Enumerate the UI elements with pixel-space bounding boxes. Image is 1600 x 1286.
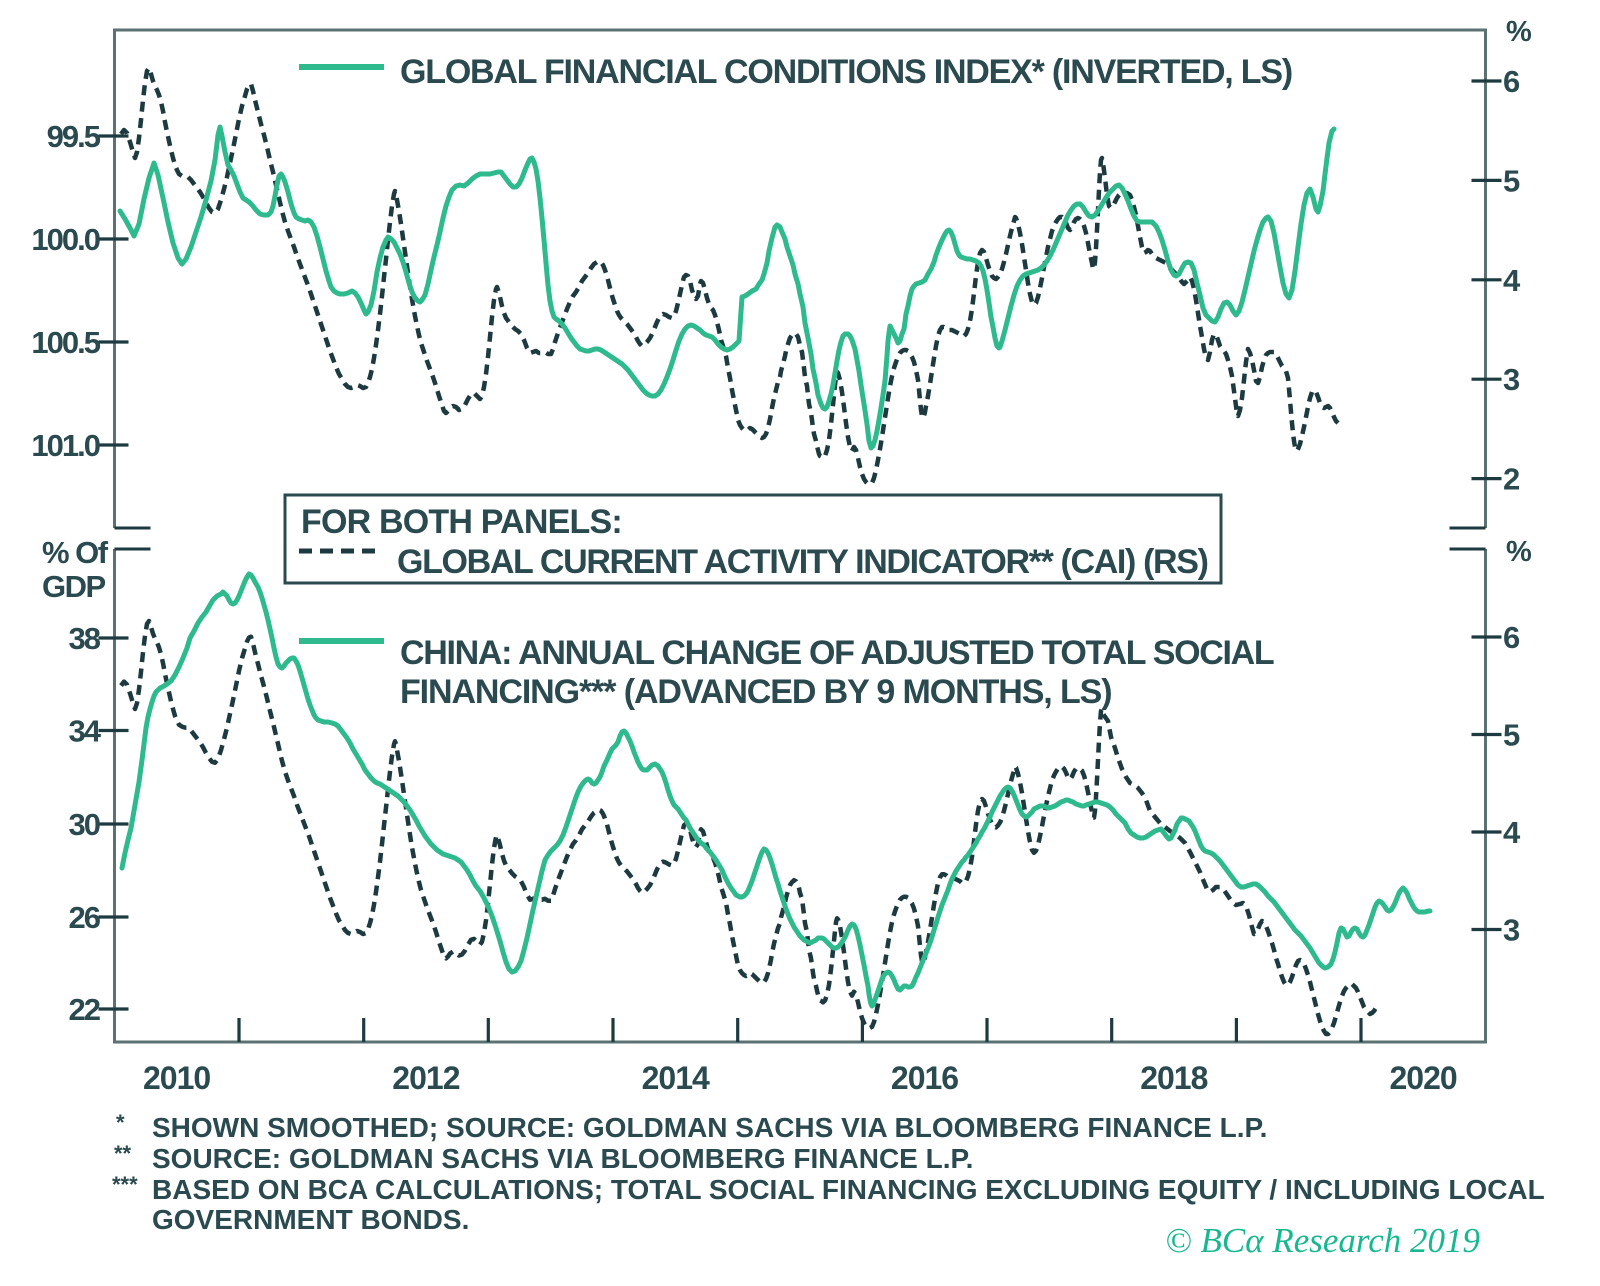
svg-text:%: %	[1506, 16, 1532, 48]
svg-text:%: %	[1506, 536, 1532, 568]
svg-text:3: 3	[1503, 913, 1520, 948]
svg-text:2: 2	[1503, 462, 1520, 497]
svg-text:*: *	[116, 1110, 125, 1135]
svg-text:100.5: 100.5	[31, 325, 100, 360]
svg-text:5: 5	[1503, 718, 1520, 753]
svg-text:2014: 2014	[642, 1060, 710, 1096]
svg-text:3: 3	[1503, 362, 1520, 397]
svg-text:GDP: GDP	[42, 569, 106, 604]
svg-text:22: 22	[69, 992, 100, 1027]
svg-text:**: **	[114, 1141, 132, 1166]
svg-text:SOURCE: GOLDMAN SACHS VIA BLOO: SOURCE: GOLDMAN SACHS VIA BLOOMBERG FINA…	[152, 1143, 973, 1174]
svg-text:GLOBAL CURRENT ACTIVITY INDICA: GLOBAL CURRENT ACTIVITY INDICATOR** (CAI…	[397, 543, 1208, 581]
svg-text:2016: 2016	[891, 1060, 958, 1096]
svg-text:100.0: 100.0	[31, 222, 99, 257]
svg-text:6: 6	[1503, 620, 1520, 655]
svg-text:2012: 2012	[392, 1060, 459, 1096]
svg-text:2020: 2020	[1390, 1060, 1457, 1096]
svg-text:99.5: 99.5	[47, 119, 101, 154]
svg-text:FINANCING*** (ADVANCED BY 9 MO: FINANCING*** (ADVANCED BY 9 MONTHS, LS)	[400, 673, 1111, 711]
svg-text:5: 5	[1503, 163, 1520, 198]
svg-text:6: 6	[1503, 64, 1520, 99]
svg-text:GOVERNMENT BONDS.: GOVERNMENT BONDS.	[152, 1204, 469, 1235]
svg-text:101.0: 101.0	[31, 428, 99, 463]
svg-text:38: 38	[69, 621, 101, 656]
svg-text:4: 4	[1503, 815, 1521, 850]
svg-text:30: 30	[69, 807, 100, 842]
svg-text:2018: 2018	[1140, 1060, 1207, 1096]
svg-text:GLOBAL FINANCIAL CONDITIONS IN: GLOBAL FINANCIAL CONDITIONS INDEX* (INVE…	[400, 53, 1292, 91]
svg-text:***: ***	[112, 1172, 138, 1197]
svg-text:4: 4	[1503, 263, 1521, 298]
svg-text:CHINA: ANNUAL CHANGE OF ADJUST: CHINA: ANNUAL CHANGE OF ADJUSTED TOTAL S…	[400, 634, 1274, 672]
svg-text:FOR BOTH PANELS:: FOR BOTH PANELS:	[301, 503, 622, 541]
svg-text:% Of: % Of	[42, 535, 109, 570]
svg-text:34: 34	[69, 714, 102, 749]
svg-text:© BCα Research 2019: © BCα Research 2019	[1165, 1221, 1480, 1260]
svg-text:26: 26	[69, 900, 101, 935]
svg-text:BASED ON BCA CALCULATIONS; TOT: BASED ON BCA CALCULATIONS; TOTAL SOCIAL …	[152, 1174, 1545, 1205]
svg-text:2010: 2010	[143, 1060, 210, 1096]
svg-text:SHOWN SMOOTHED; SOURCE: GOLDMA: SHOWN SMOOTHED; SOURCE: GOLDMAN SACHS VI…	[152, 1112, 1267, 1143]
